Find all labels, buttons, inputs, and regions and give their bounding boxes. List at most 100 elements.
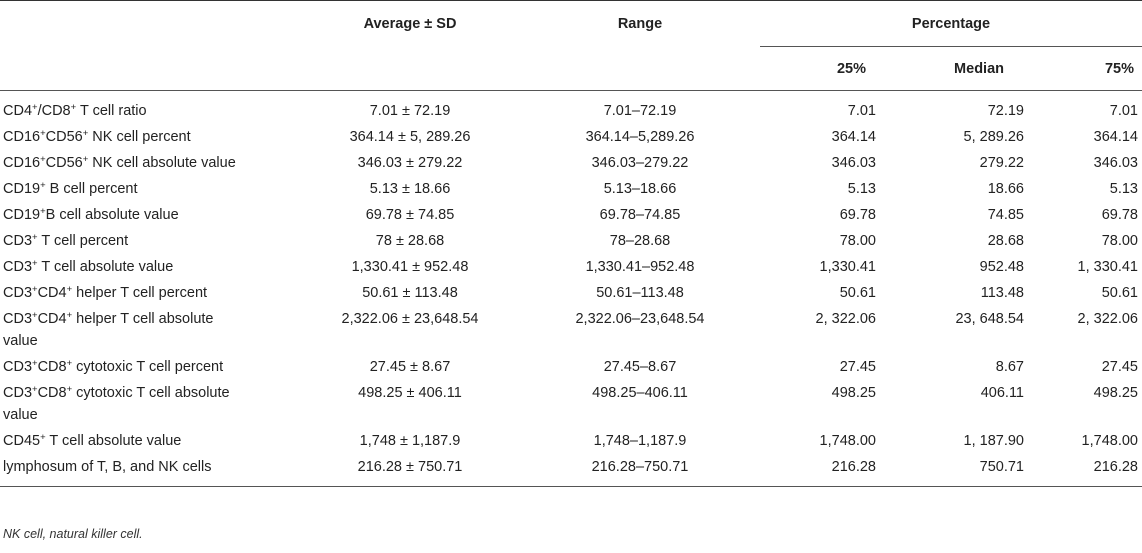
table-row: CD4+/CD8+ T cell ratio 7.01 ± 72.19 7.01–7… [0,91,1142,125]
table-row: lymphosum of T, B, and NK cells 216.28 ± … [0,454,1142,487]
label-text: CD3 [3,359,33,375]
range-cell: 216.28–750.71 [520,454,760,487]
median-cell: 74.85 [987,207,1024,223]
percentile-75-cell: 2, 322.06 [1077,311,1138,327]
average-sd-cell: 69.78 ± 74.85 [365,207,455,223]
header-25-percentile: 25% [836,60,866,77]
label-text: CD56 [45,129,83,145]
average-sd-cell: 1,748 ± 1,187.9 [359,433,461,449]
label-text: CD4 [3,103,33,119]
label-text: CD8 [37,359,67,375]
table-row: CD3+CD8+ cytotoxic T cell absolute value… [0,380,1142,428]
percentile-25-cell: 27.45 [839,359,876,375]
header-75-percentile: 75% [1104,60,1134,77]
table-row: CD19+ B cell percent 5.13 ± 18.66 5.13–18.… [0,176,1142,202]
table-row: CD3+CD4+ helper T cell percent 50.61 ± 11… [0,280,1142,306]
median-cell: 952.48 [979,259,1024,275]
label-text: T cell absolute value [45,433,182,449]
superscript-plus: + [32,102,38,113]
percentile-75-cell: 1,748.00 [1081,433,1138,449]
percentile-75-cell: 216.28 [1040,454,1142,487]
range-cell: 346.03–279.22 [591,155,689,171]
percentile-25-cell: 1,330.41 [819,259,876,275]
median-cell: 28.68 [987,233,1024,249]
header-spacer [300,47,520,91]
row-label: CD16+CD56+ NK cell percent [0,124,300,150]
average-sd-cell: 498.25 ± 406.11 [358,385,462,401]
superscript-plus: + [70,102,77,113]
percentile-75-cell: 78.00 [1101,233,1138,249]
median-cell: 1, 187.90 [963,433,1024,449]
superscript-plus: + [82,128,89,139]
average-sd-cell: 50.61 ± 113.48 [362,285,458,301]
superscript-plus: + [32,232,38,243]
superscript-plus: + [40,128,46,139]
label-text: cytotoxic T cell absolute value [3,385,230,423]
percentile-25-cell: 364.14 [831,129,876,145]
range-cell: 78–28.68 [609,233,671,249]
table-row: CD3+CD4+ helper T cell absolute value 2,3… [0,306,1142,354]
range-cell: 498.25–406.11 [592,385,688,401]
range-cell: 5.13–18.66 [603,181,677,197]
row-label: CD45+ T cell absolute value [0,428,300,454]
range-cell: 2,322.06–23,648.54 [575,311,705,327]
label-text: cytotoxic T cell percent [72,359,224,375]
average-sd-cell: 1,330.41 ± 952.48 [351,259,469,275]
row-label: CD19+ B cell percent [0,176,300,202]
table-row: CD16+CD56+ NK cell percent 364.14 ± 5, 28… [0,124,1142,150]
row-label: CD3+CD8+ cytotoxic T cell absolute value [0,380,300,428]
percentile-75-cell: 1, 330.41 [1077,259,1138,275]
label-text: T cell ratio [76,103,147,119]
header-median: Median [954,60,1004,77]
label-text: /CD8 [37,103,71,119]
percentile-25-cell: 216.28 [760,454,900,487]
label-text: CD3 [3,259,33,275]
superscript-plus: + [66,384,73,395]
percentile-25-cell: 50.61 [839,285,876,301]
label-text: B cell absolute value [45,207,179,223]
median-cell: 18.66 [987,181,1024,197]
superscript-plus: + [32,310,38,321]
label-text: CD4 [37,285,67,301]
range-cell: 27.45–8.67 [603,359,677,375]
row-label: CD16+CD56+ NK cell absolute value [0,150,300,176]
superscript-plus: + [32,284,38,295]
label-text: NK cell percent [88,129,191,145]
label-text: NK cell absolute value [88,155,236,171]
table-row: CD45+ T cell absolute value 1,748 ± 1,187… [0,428,1142,454]
label-text: CD19 [3,181,41,197]
median-cell: 750.71 [900,454,1040,487]
percentile-75-cell: 5.13 [1109,181,1138,197]
superscript-plus: + [32,358,38,369]
percentile-75-cell: 364.14 [1093,129,1138,145]
percentile-25-cell: 346.03 [831,155,876,171]
range-cell: 50.61–113.48 [596,285,684,301]
label-text: CD16 [3,129,41,145]
table-footnote: NK cell, natural killer cell. [3,527,143,541]
label-text: CD4 [37,311,67,327]
median-cell: 279.22 [979,155,1024,171]
superscript-plus: + [40,180,46,191]
range-cell: 69.78–74.85 [599,207,681,223]
label-text: CD3 [3,233,33,249]
percentile-25-cell: 1,748.00 [819,433,876,449]
row-label: CD3+ T cell percent [0,228,300,254]
label-text: CD3 [3,285,33,301]
row-label: CD3+CD4+ helper T cell percent [0,280,300,306]
label-text: B cell percent [45,181,138,197]
percentile-75-cell: 498.25 [1093,385,1138,401]
percentile-25-cell: 5.13 [847,181,876,197]
percentile-75-cell: 27.45 [1101,359,1138,375]
percentile-25-cell: 69.78 [839,207,876,223]
superscript-plus: + [40,206,46,217]
lymphocyte-subset-table: Average ± SD Range Percentage 25% Median… [0,0,1142,487]
table-row: CD3+ T cell percent 78 ± 28.68 78–28.68 78.… [0,228,1142,254]
row-label: CD4+/CD8+ T cell ratio [0,91,300,125]
label-text: T cell absolute value [37,259,174,275]
percentile-25-cell: 78.00 [839,233,876,249]
header-label-column [0,1,300,47]
median-cell: 5, 289.26 [963,129,1024,145]
median-cell: 406.11 [980,385,1024,401]
header-spacer [520,47,760,91]
table-row: CD16+CD56+ NK cell absolute value 346.03 … [0,150,1142,176]
